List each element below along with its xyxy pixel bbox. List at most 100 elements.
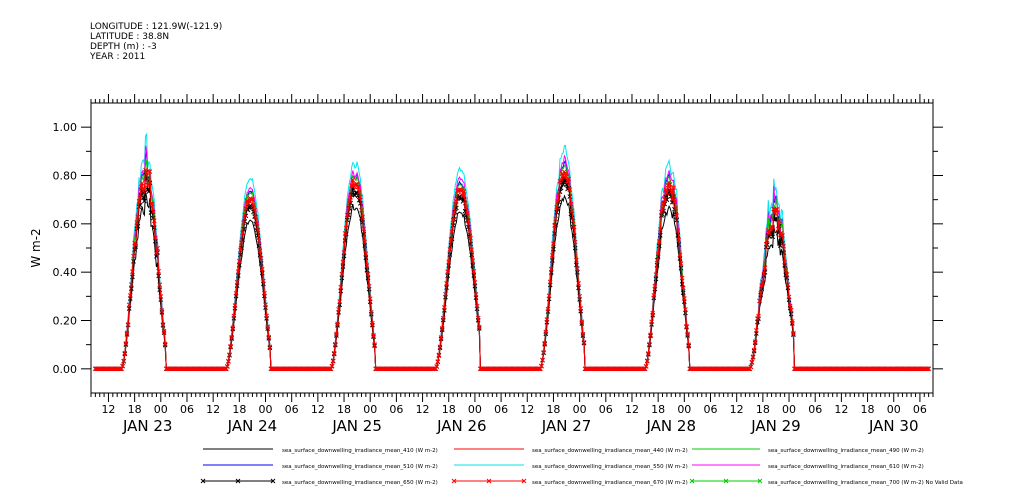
data-point xyxy=(138,184,144,190)
data-point xyxy=(466,224,471,230)
series-1 xyxy=(95,191,929,370)
x-hour-label: 06 xyxy=(180,403,194,416)
data-point xyxy=(781,243,786,249)
data-point xyxy=(653,272,659,277)
data-point xyxy=(253,214,259,220)
data-point xyxy=(648,332,653,338)
x-hour-label: 06 xyxy=(808,403,822,416)
x-hour-label: 18 xyxy=(651,403,665,416)
data-point xyxy=(364,267,370,273)
data-point xyxy=(667,181,673,187)
data-point xyxy=(231,313,237,319)
data-point xyxy=(759,283,765,288)
data-point xyxy=(254,221,260,226)
data-point xyxy=(779,230,784,236)
data-point xyxy=(161,328,167,334)
data-point xyxy=(580,331,586,337)
data-point xyxy=(156,268,161,274)
data-point xyxy=(242,212,248,218)
data-point xyxy=(569,208,575,214)
data-point xyxy=(236,258,242,264)
data-point xyxy=(263,302,268,308)
data-point xyxy=(332,341,338,347)
series-5 xyxy=(95,132,929,370)
data-point xyxy=(547,279,553,285)
depth-label: DEPTH (m) : -3 xyxy=(90,42,157,52)
legend-marker xyxy=(757,478,763,484)
x-day-label: JAN 23 xyxy=(122,417,173,435)
data-point xyxy=(760,280,766,285)
legend-marker xyxy=(689,478,695,484)
legend-entry: sea_surface_downwelling_irradiance_mean_… xyxy=(200,478,438,486)
data-point xyxy=(571,233,577,238)
data-point xyxy=(660,205,665,211)
y-tick-label: 0.20 xyxy=(53,315,78,328)
data-point xyxy=(255,233,261,238)
data-point xyxy=(550,252,555,258)
data-point xyxy=(124,330,130,336)
data-point xyxy=(224,364,230,369)
x-hour-label: 18 xyxy=(861,403,875,416)
data-point xyxy=(541,349,546,355)
data-point xyxy=(350,177,356,183)
series-8 xyxy=(93,167,931,372)
legend-label: sea_surface_downwelling_irradiance_mean_… xyxy=(532,480,688,486)
data-point xyxy=(226,358,231,364)
x-day-label: JAN 27 xyxy=(541,417,592,435)
data-point xyxy=(346,206,351,211)
data-point xyxy=(655,251,661,257)
data-point xyxy=(134,220,140,225)
data-point xyxy=(446,259,452,265)
data-point xyxy=(139,180,145,186)
data-point xyxy=(372,342,377,347)
data-point xyxy=(770,234,776,240)
data-point xyxy=(679,281,685,287)
legend-label: sea_surface_downwelling_irradiance_mean_… xyxy=(282,480,438,486)
data-point xyxy=(540,357,545,363)
x-day-label: JAN 24 xyxy=(227,417,278,435)
data-point xyxy=(451,210,457,216)
data-point xyxy=(673,205,678,211)
x-hour-label: 12 xyxy=(101,403,115,416)
data-point xyxy=(256,243,262,249)
data-point xyxy=(434,364,440,369)
data-point xyxy=(767,230,772,236)
data-point xyxy=(450,217,456,223)
data-point xyxy=(450,223,456,228)
data-point xyxy=(233,290,239,296)
data-point xyxy=(132,247,137,252)
data-point xyxy=(657,226,663,232)
data-point xyxy=(122,350,128,356)
data-point xyxy=(678,261,684,266)
y-tick-label: 0.60 xyxy=(53,218,78,231)
data-point xyxy=(354,181,360,187)
data-point xyxy=(245,200,251,206)
data-point xyxy=(681,296,687,301)
data-point xyxy=(462,200,468,206)
x-hour-label: 12 xyxy=(520,403,534,416)
data-point xyxy=(358,201,363,206)
data-point xyxy=(363,251,369,257)
data-point xyxy=(157,282,163,288)
series-2 xyxy=(95,174,929,370)
data-point xyxy=(761,271,767,277)
legend: sea_surface_downwelling_irradiance_mean_… xyxy=(200,448,963,486)
series-line xyxy=(95,172,929,370)
data-point xyxy=(445,269,451,274)
data-point xyxy=(471,269,477,274)
x-hour-label: 06 xyxy=(913,403,927,416)
data-point xyxy=(789,318,795,324)
data-point xyxy=(159,308,165,313)
data-point xyxy=(444,281,449,286)
data-point xyxy=(341,250,347,255)
data-point xyxy=(230,325,236,330)
data-point xyxy=(676,237,682,243)
data-point xyxy=(675,232,681,238)
data-point xyxy=(452,202,458,207)
data-point xyxy=(258,255,264,261)
data-point xyxy=(554,204,560,210)
series-line xyxy=(95,174,929,370)
data-point xyxy=(223,366,229,372)
legend-label: sea_surface_downwelling_irradiance_mean_… xyxy=(282,464,438,470)
